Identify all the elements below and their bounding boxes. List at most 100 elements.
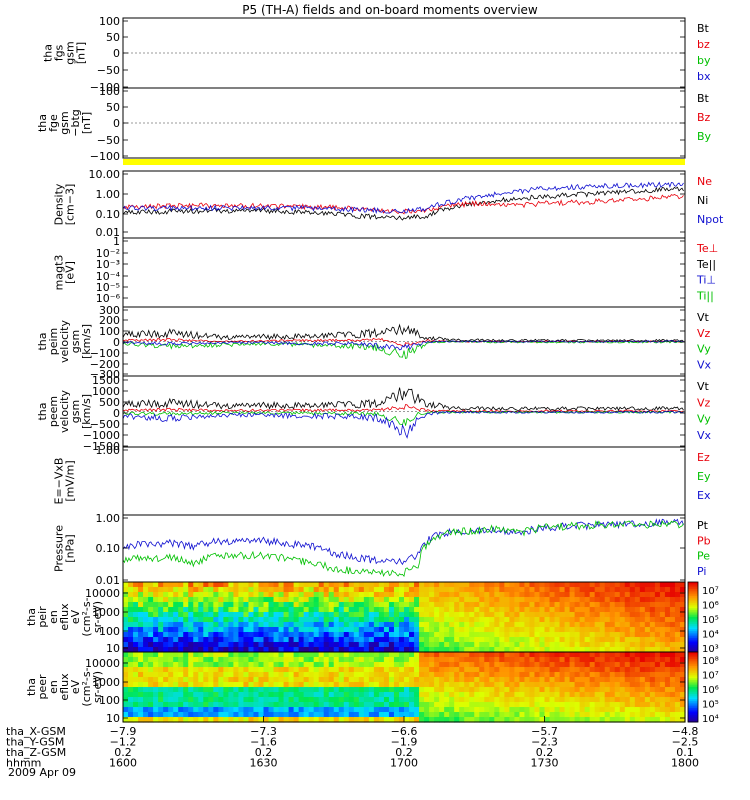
spectrogram-cell bbox=[599, 667, 606, 673]
spectrogram-cell bbox=[634, 582, 641, 588]
spectrogram-cell bbox=[489, 657, 495, 663]
spectrogram-cell bbox=[328, 627, 335, 633]
spectrogram-cell bbox=[318, 662, 325, 668]
spectrogram-cell bbox=[198, 712, 204, 718]
spectrogram-cell bbox=[348, 677, 355, 683]
spectrogram-cell bbox=[258, 597, 265, 603]
spectrogram-cell bbox=[183, 647, 189, 653]
spectrogram-cell bbox=[323, 607, 330, 613]
spectrogram-cell bbox=[398, 677, 405, 683]
spectrogram-cell bbox=[629, 692, 636, 698]
spectrogram-cell bbox=[218, 637, 224, 643]
spectrogram-cell bbox=[203, 632, 209, 638]
spectrogram-cell bbox=[459, 682, 465, 688]
spectrogram-cell bbox=[198, 637, 204, 643]
spectrogram-cell bbox=[579, 697, 586, 703]
y-tick-label: −500 bbox=[90, 418, 120, 431]
spectrogram-cell bbox=[233, 667, 240, 673]
spectrogram-cell bbox=[424, 687, 430, 693]
spectrogram-cell bbox=[373, 622, 380, 628]
spectrogram-cell bbox=[659, 622, 666, 628]
y-axis-label-line: eV bbox=[69, 609, 82, 624]
spectrogram-cell bbox=[669, 617, 676, 623]
spectrogram-cell bbox=[298, 677, 305, 683]
spectrogram-cell bbox=[163, 627, 169, 633]
spectrogram-cell bbox=[654, 712, 661, 718]
spectrogram-cell bbox=[388, 612, 395, 618]
spectrogram-cell bbox=[619, 667, 626, 673]
spectrogram-cell bbox=[343, 582, 350, 588]
x-row-value: −4.8 bbox=[672, 725, 699, 738]
spectrogram-cell bbox=[148, 667, 154, 673]
spectrogram-cell bbox=[323, 637, 330, 643]
colorbar-cell bbox=[688, 666, 698, 669]
spectrogram-cell bbox=[469, 612, 475, 618]
spectrogram-cell bbox=[549, 642, 556, 648]
spectrogram-cell bbox=[353, 642, 360, 648]
spectrogram-cell bbox=[584, 682, 591, 688]
spectrogram-cell bbox=[263, 702, 270, 708]
series-line-vt bbox=[122, 387, 684, 412]
spectrogram-cell bbox=[449, 652, 455, 658]
spectrogram-cell bbox=[203, 692, 209, 698]
spectrogram-cell bbox=[479, 692, 485, 698]
spectrogram-cell bbox=[459, 672, 465, 678]
spectrogram-cell bbox=[298, 617, 305, 623]
spectrogram-cell bbox=[494, 692, 500, 698]
spectrogram-cell bbox=[644, 672, 651, 678]
spectrogram-cell bbox=[499, 637, 505, 643]
spectrogram-cell bbox=[388, 687, 395, 693]
spectrogram-cell bbox=[303, 602, 310, 608]
spectrogram-cell bbox=[549, 677, 556, 683]
spectrogram-cell bbox=[258, 652, 265, 658]
spectrogram-cell bbox=[674, 612, 681, 618]
spectrogram-cell bbox=[283, 597, 290, 603]
spectrogram-cell bbox=[519, 637, 526, 643]
spectrogram-cell bbox=[308, 702, 315, 708]
spectrogram-cell bbox=[404, 662, 410, 668]
spectrogram-cell bbox=[138, 597, 144, 603]
spectrogram-cell bbox=[494, 652, 500, 658]
spectrogram-cell bbox=[263, 652, 270, 658]
spectrogram-cell bbox=[258, 697, 265, 703]
spectrogram-cell bbox=[614, 592, 621, 598]
spectrogram-cell bbox=[509, 627, 515, 633]
spectrogram-cell bbox=[564, 582, 571, 588]
spectrogram-cell bbox=[514, 657, 521, 663]
spectrogram-cell bbox=[644, 687, 651, 693]
spectrogram-cell bbox=[614, 632, 621, 638]
y-axis-label-line: eflux bbox=[58, 673, 71, 701]
spectrogram-cell bbox=[674, 642, 681, 648]
spectrogram-cell bbox=[479, 642, 485, 648]
spectrogram-cell bbox=[283, 687, 290, 693]
spectrogram-cell bbox=[133, 652, 139, 658]
spectrogram-cell bbox=[584, 677, 591, 683]
spectrogram-cell bbox=[283, 712, 290, 718]
spectrogram-cell bbox=[393, 687, 400, 693]
spectrogram-cell bbox=[313, 582, 320, 588]
spectrogram-cell bbox=[273, 677, 280, 683]
spectrogram-cell bbox=[474, 617, 480, 623]
spectrogram-cell bbox=[173, 677, 179, 683]
spectrogram-cell bbox=[328, 592, 335, 598]
spectrogram-cell bbox=[654, 692, 661, 698]
series-line-ni bbox=[122, 186, 684, 221]
spectrogram-cell bbox=[128, 652, 134, 658]
spectrogram-cell bbox=[243, 622, 250, 628]
spectrogram-cell bbox=[554, 662, 561, 668]
spectrogram-cell bbox=[173, 662, 179, 668]
spectrogram-cell bbox=[168, 687, 174, 693]
spectrogram-cell bbox=[323, 592, 330, 598]
spectrogram-cell bbox=[459, 667, 465, 673]
spectrogram-cell bbox=[393, 682, 400, 688]
spectrogram-cell bbox=[283, 707, 290, 713]
spectrogram-cell bbox=[168, 717, 174, 723]
spectrogram-cell bbox=[589, 667, 596, 673]
spectrogram-cell bbox=[569, 597, 576, 603]
spectrogram-cell bbox=[193, 652, 199, 658]
spectrogram-cell bbox=[574, 602, 581, 608]
spectrogram-cell bbox=[404, 702, 410, 708]
spectrogram-cell bbox=[599, 712, 606, 718]
spectrogram-cell bbox=[604, 687, 611, 693]
spectrogram-cell bbox=[474, 717, 480, 723]
